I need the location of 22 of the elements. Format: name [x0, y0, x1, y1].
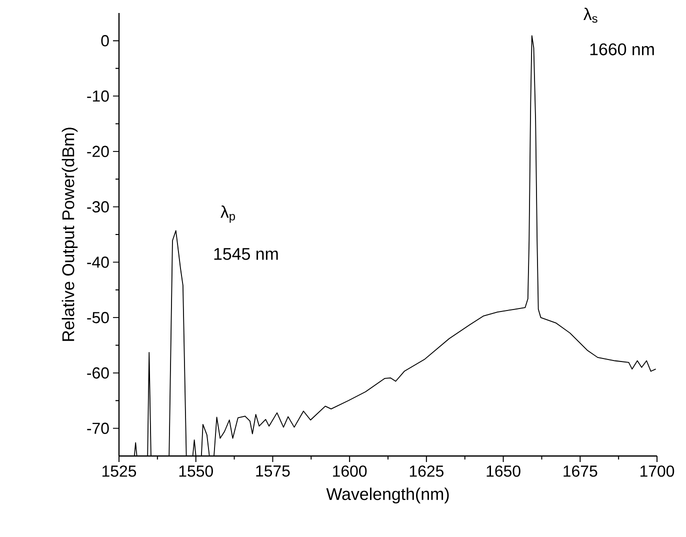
annotation: 1545 nm	[214, 248, 278, 260]
x-tick-label: 1700	[640, 466, 674, 477]
x-tick-label: 1550	[179, 466, 213, 477]
y-tick-label: -30	[87, 201, 109, 212]
y-tick-label: -40	[87, 256, 109, 268]
annotation: λ$_{s}$	[583, 8, 598, 23]
x-tick-label: 1650	[486, 466, 520, 477]
x-tick-label: 1525	[102, 466, 136, 477]
x-tick-label: 1600	[333, 466, 367, 477]
y-tick-label: -10	[87, 90, 109, 102]
x-tick-label: 1675	[564, 466, 598, 477]
annotation: 1660 nm	[590, 43, 654, 56]
y-tick-label: -50	[87, 312, 109, 324]
y-tick-label: -60	[87, 367, 109, 379]
x-axis-title: Wavelength(nm)	[326, 488, 449, 504]
x-tick-label: 1625	[410, 466, 444, 477]
annotation: λ$_{p}$	[220, 205, 235, 223]
y-tick-label: 0	[101, 35, 109, 46]
y-tick-label: -70	[87, 422, 109, 434]
y-tick-label: -20	[87, 146, 109, 158]
y-axis-title: Relative Output Power(dBm)	[62, 128, 78, 341]
x-tick-label: 1575	[256, 466, 290, 477]
